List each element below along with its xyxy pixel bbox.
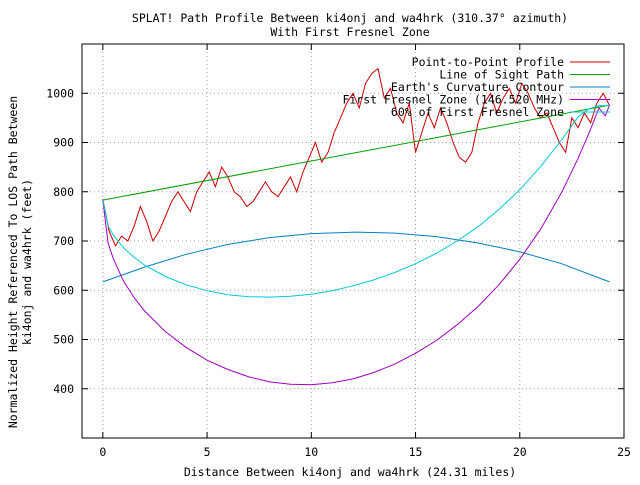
x-tick-label: 5 <box>204 445 211 459</box>
x-tick-label: 25 <box>617 445 631 459</box>
y-axis-label-line2: ki4onj and wa4hrk (feet) <box>20 179 34 345</box>
series-lines <box>102 67 611 386</box>
legend-label-5: 60% of First Fresnel Zone <box>391 105 564 119</box>
x-tick-label: 15 <box>409 445 423 459</box>
legend-label-2: Line of Sight Path <box>439 68 564 82</box>
x-tick-label: 20 <box>513 445 527 459</box>
x-tick-label: 10 <box>304 445 318 459</box>
x-tick-label: 0 <box>99 445 106 459</box>
y-tick-label: 800 <box>53 185 74 199</box>
y-tick-label: 1000 <box>46 86 74 100</box>
chart-title: SPLAT! Path Profile Between ki4onj and w… <box>132 11 568 25</box>
legend-label-4: First Fresnel Zone (146.520 MHz) <box>342 93 564 107</box>
y-tick-label: 500 <box>53 333 74 347</box>
grid-lines <box>82 44 624 438</box>
x-axis-label: Distance Between ki4onj and wa4hrk (24.3… <box>184 465 516 479</box>
series-line-3 <box>102 231 610 283</box>
series-line-4 <box>102 104 611 386</box>
y-tick-label: 600 <box>53 283 74 297</box>
legend-label-3: Earth's Curvature Contour <box>391 80 564 94</box>
y-tick-label: 900 <box>53 136 74 150</box>
chart-subtitle: With First Fresnel Zone <box>270 25 429 39</box>
axes: 0 5 10 15 20 25 400 500 600 700 800 900 1000 <box>46 43 631 459</box>
series-line-1 <box>102 67 611 247</box>
legend-label-1: Point-to-Point Profile <box>412 55 564 69</box>
series-line-5 <box>102 104 610 298</box>
y-axis-label-line1: Normalized Height Referenced To LOS Path… <box>6 96 20 428</box>
series-line-2 <box>102 104 610 201</box>
y-tick-label: 400 <box>53 382 74 396</box>
y-tick-label: 700 <box>53 234 74 248</box>
